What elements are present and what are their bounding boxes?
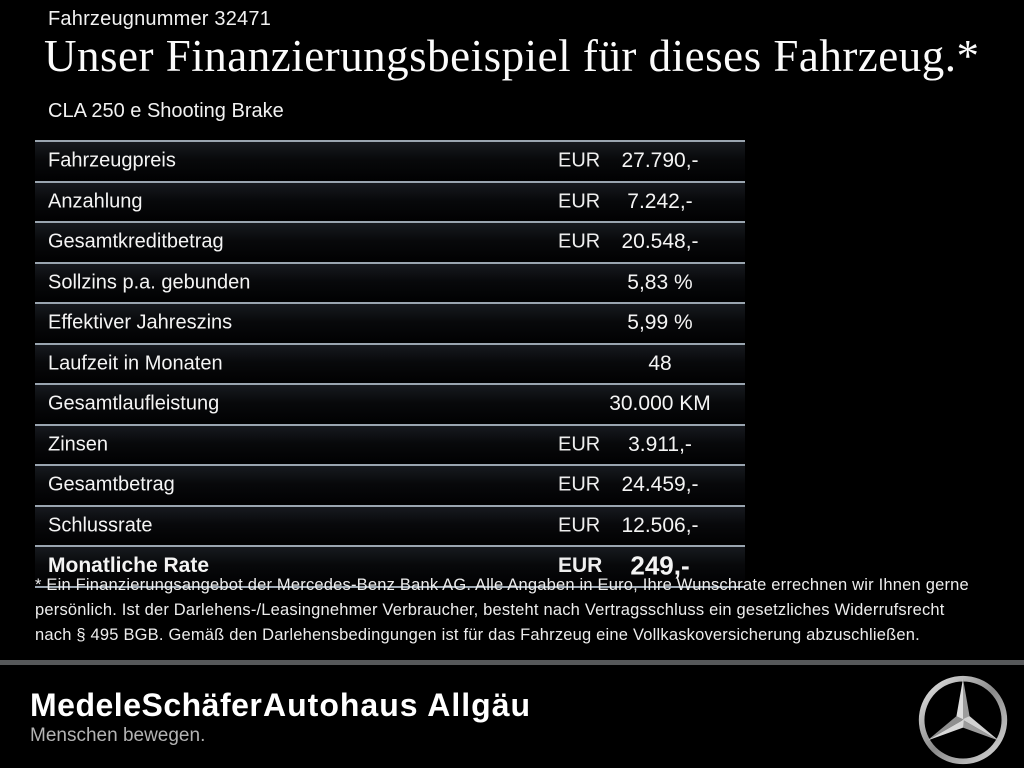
finance-row-currency: EUR	[558, 514, 601, 537]
footnote-text: * Ein Finanzierungsangebot der Mercedes-…	[35, 576, 969, 644]
finance-row-label: Effektiver Jahreszins	[48, 311, 233, 334]
finance-row: Anzahlung EUR 7.242,-	[35, 180, 745, 221]
finance-row-currency: EUR	[558, 190, 601, 213]
finance-row-label: Anzahlung	[48, 190, 143, 213]
finance-row-currency: EUR	[558, 554, 603, 578]
finance-row-label: Gesamtbetrag	[48, 473, 175, 496]
finance-row: Laufzeit in Monaten 48	[35, 342, 745, 383]
footer-divider	[0, 660, 1024, 665]
finance-row: Monatliche Rate EUR 249,-	[35, 545, 745, 588]
page-title: Unser Finanzierungsbeispiel für dieses F…	[44, 31, 980, 81]
finance-row-value: 5,99 %	[627, 311, 693, 335]
finance-row: Sollzins p.a. gebunden 5,83 %	[35, 261, 745, 302]
finance-table: Fahrzeugpreis EUR 27.790,- Anzahlung EUR 7.24…	[35, 140, 745, 588]
finance-row: Effektiver Jahreszins 5,99 %	[35, 302, 745, 343]
finance-row-value: 12.506,-	[621, 513, 699, 537]
finance-row-value: 27.790,-	[621, 149, 699, 173]
finance-row-label: Fahrzeugpreis	[48, 149, 176, 172]
finance-row: Gesamtkreditbetrag EUR 20.548,-	[35, 221, 745, 262]
finance-row: Zinsen EUR 3.911,-	[35, 423, 745, 464]
finance-row-label: Sollzins p.a. gebunden	[48, 271, 251, 294]
finance-row-value: 20.548,-	[621, 230, 699, 254]
finance-row-value: 5,83 %	[627, 270, 693, 294]
vehicle-number: Fahrzeugnummer 32471	[48, 8, 272, 30]
mercedes-star-icon	[918, 675, 1008, 765]
finance-row: Gesamtlaufleistung 30.000 KM	[35, 383, 745, 424]
dealer-tagline: Menschen bewegen.	[30, 725, 206, 746]
finance-row-currency: EUR	[558, 149, 601, 172]
finance-row-value: 249,-	[630, 550, 690, 581]
finance-row: Schlussrate EUR 12.506,-	[35, 504, 745, 545]
finance-row: Fahrzeugpreis EUR 27.790,-	[35, 140, 745, 181]
finance-row-value: 7.242,-	[627, 189, 693, 213]
model-name: CLA 250 e Shooting Brake	[48, 100, 284, 122]
finance-row-value: 48	[648, 351, 672, 375]
finance-row-label: Laufzeit in Monaten	[48, 352, 223, 375]
finance-row-value: 24.459,-	[621, 473, 699, 497]
finance-row-label: Gesamtkreditbetrag	[48, 230, 224, 253]
dealer-name-logo: Autohaus Allgäu	[263, 687, 532, 723]
finance-row: Gesamtbetrag EUR 24.459,-	[35, 464, 745, 505]
finance-row-value: 30.000 KM	[609, 392, 711, 416]
finance-row-label: Monatliche Rate	[48, 554, 210, 578]
finance-row-currency: EUR	[558, 473, 601, 496]
finance-row-label: Gesamtlaufleistung	[48, 392, 220, 415]
finance-row-currency: EUR	[558, 230, 601, 253]
finance-row-value: 3.911,-	[628, 432, 692, 456]
dealer-logo: MedeleSchäfer	[30, 687, 263, 723]
footer: MedeleSchäfer Autohaus Allgäu Menschen b…	[0, 665, 1024, 768]
finance-row-currency: EUR	[558, 433, 601, 456]
finance-row-label: Schlussrate	[48, 514, 153, 537]
finance-row-label: Zinsen	[48, 433, 109, 456]
